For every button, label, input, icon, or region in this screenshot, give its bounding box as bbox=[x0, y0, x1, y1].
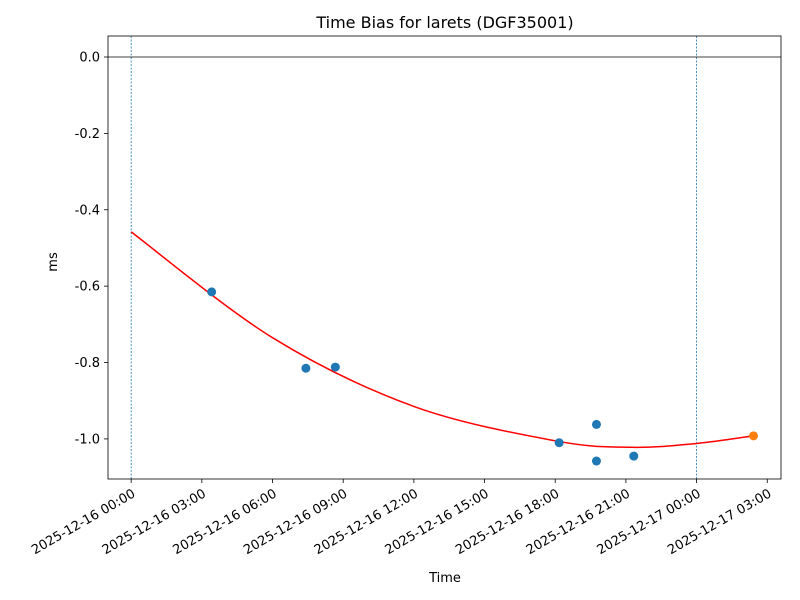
plot-area bbox=[107, 35, 782, 480]
y-tick-label-5: -1.0 bbox=[75, 432, 100, 447]
y-tick-label-0: 0.0 bbox=[79, 51, 100, 66]
data-point-0-5 bbox=[591, 456, 601, 466]
chart-marks bbox=[130, 231, 759, 466]
y-tick-label-3: -0.6 bbox=[75, 280, 100, 295]
data-point-0-2 bbox=[330, 362, 340, 372]
y-axis: 0.0 -0.2 -0.4 -0.6 -0.8 -1.0 bbox=[75, 51, 108, 447]
y-tick-label-2: -0.4 bbox=[75, 203, 100, 218]
y-tick-label-1: -0.2 bbox=[75, 127, 100, 142]
data-point-0-1 bbox=[301, 363, 311, 373]
plot-frame bbox=[107, 35, 782, 480]
data-point-1-0 bbox=[749, 431, 759, 441]
y-tick-label-4: -0.8 bbox=[75, 356, 100, 371]
data-point-0-4 bbox=[591, 419, 601, 429]
y-axis-title: ms bbox=[46, 252, 61, 272]
data-point-0-3 bbox=[554, 438, 564, 448]
fit-curve bbox=[130, 231, 754, 449]
data-point-0-0 bbox=[207, 287, 217, 297]
data-point-0-6 bbox=[629, 451, 639, 461]
chart-title: Time Bias for larets (DGF35001) bbox=[315, 13, 573, 32]
x-axis-title: Time bbox=[428, 571, 461, 586]
